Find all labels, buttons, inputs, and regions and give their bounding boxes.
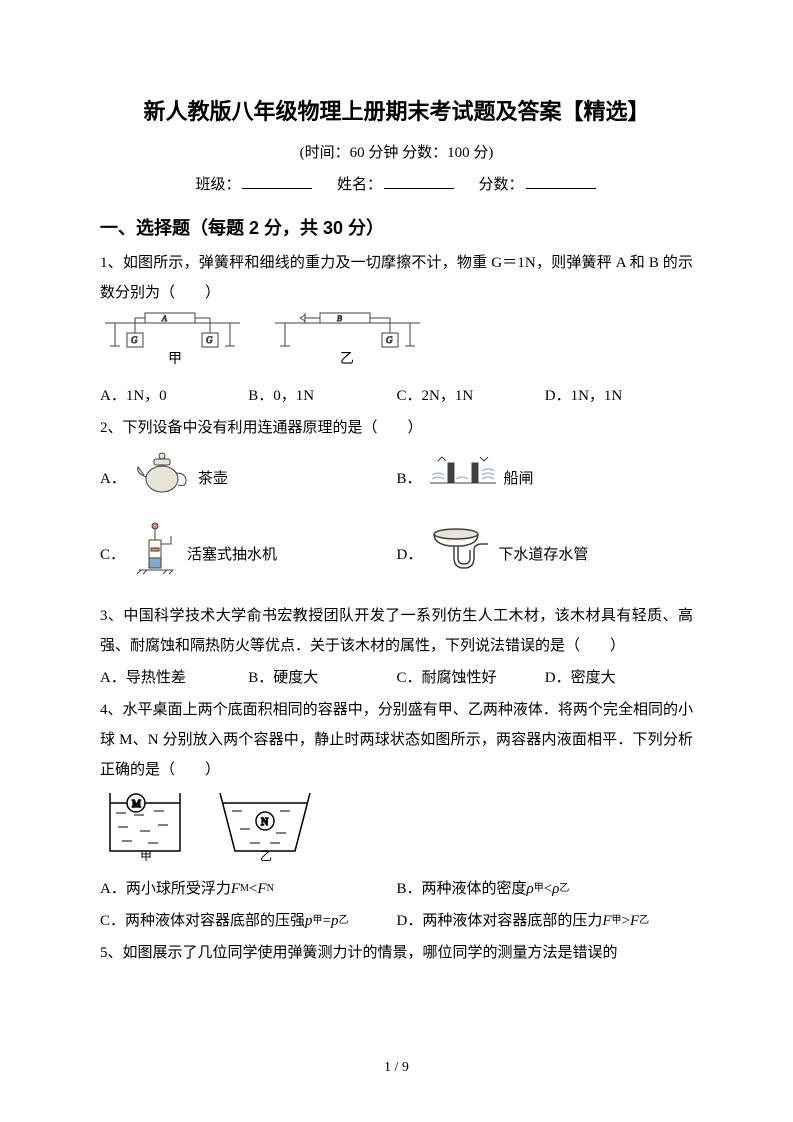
teapot-icon [132, 449, 192, 508]
q2-options-row1: A． 茶壶 B． 船闸 [100, 445, 693, 512]
q2-c-letter: C． [100, 540, 125, 570]
q1-figure: A G G B G [100, 308, 693, 379]
q2-d-label: 下水道存水管 [498, 540, 588, 570]
q3-opt-b: B．硬度大 [248, 663, 396, 693]
score-blank [526, 173, 596, 189]
svg-text:乙: 乙 [260, 849, 272, 861]
q2-a-letter: A． [100, 464, 126, 494]
piston-pump-icon [131, 522, 181, 587]
svg-text:G: G [386, 335, 393, 345]
q3-opt-a: A．导热性差 [100, 663, 248, 693]
svg-text:N: N [261, 817, 268, 828]
exam-page: 新人教版八年级物理上册期末考试题及答案【精选】 (时间：60 分钟 分数：100… [0, 0, 793, 1122]
q3-opt-d: D．密度大 [545, 663, 693, 693]
q3-text: 3、中国科学技术大学俞书宏教授团队开发了一系列仿生人工木材，该木材具有轻质、高强… [100, 601, 693, 661]
q1-opt-d: D．1N，1N [545, 381, 693, 411]
q2-options-row2: C． 活塞式抽水机 D． 下水道存水管 [100, 518, 693, 591]
q4-options-row1: A．两小球所受浮力 FM<FN B．两种液体的密度 ρ甲< ρ乙 [100, 874, 693, 904]
q2-c-label: 活塞式抽水机 [187, 540, 277, 570]
q4-options-row2: C．两种液体对容器底部的压强 p甲=p乙 D．两种液体对容器底部的压力 F甲>F… [100, 906, 693, 936]
q1-cap-1: 甲 [168, 352, 182, 367]
lock-gate-icon [428, 453, 498, 504]
page-subtitle: (时间：60 分钟 分数：100 分) [100, 138, 693, 168]
q2-opt-a: A． 茶壶 [100, 445, 397, 512]
section-1-header: 一、选择题（每题 2 分，共 30 分） [100, 210, 693, 246]
name-blank [384, 173, 454, 189]
class-label: 班级： [195, 177, 240, 193]
q4-figure: M N 甲 乙 [100, 785, 693, 872]
svg-text:A: A [161, 314, 167, 323]
q4-opt-c: C．两种液体对容器底部的压强 p甲=p乙 [100, 906, 397, 936]
page-footer: 1 / 9 [0, 1054, 793, 1082]
svg-text:甲: 甲 [140, 849, 152, 861]
q2-b-label: 船闸 [504, 464, 534, 494]
page-title: 新人教版八年级物理上册期末考试题及答案【精选】 [100, 90, 693, 134]
score-label: 分数： [479, 177, 524, 193]
q3-opt-c: C．耐腐蚀性好 [397, 663, 545, 693]
svg-text:G: G [131, 335, 138, 345]
q1-opt-a: A．1N，0 [100, 381, 248, 411]
q2-opt-c: C． 活塞式抽水机 [100, 518, 397, 591]
q1-text: 1、如图所示，弹簧秤和细线的重力及一切摩擦不计，物重 G＝1N，则弹簧秤 A 和… [100, 248, 693, 308]
q4-opt-b: B．两种液体的密度 ρ甲< ρ乙 [397, 874, 694, 904]
sink-trap-icon [428, 524, 492, 585]
q3-options: A．导热性差 B．硬度大 C．耐腐蚀性好 D．密度大 [100, 663, 693, 693]
q2-d-letter: D． [397, 540, 423, 570]
q4-text: 4、水平桌面上两个底面积相同的容器中，分别盛有甲、乙两种液体．将两个完全相同的小… [100, 695, 693, 785]
q2-b-letter: B． [397, 464, 422, 494]
info-row: 班级： 姓名： 分数： [100, 170, 693, 200]
q1-cap-2: 乙 [340, 351, 354, 367]
q4-opt-d: D．两种液体对容器底部的压力 F甲>F乙 [397, 906, 694, 936]
q1-opt-c: C．2N，1N [397, 381, 545, 411]
q1-options: A．1N，0 B．0，1N C．2N，1N D．1N，1N [100, 381, 693, 411]
q5-text: 5、如图展示了几位同学使用弹簧测力计的情景，哪位同学的测量方法是错误的 [100, 938, 693, 968]
svg-text:M: M [132, 799, 141, 810]
q4-opt-a: A．两小球所受浮力 FM<FN [100, 874, 397, 904]
q2-a-label: 茶壶 [198, 464, 228, 494]
q1-opt-b: B．0，1N [248, 381, 396, 411]
class-blank [242, 173, 312, 189]
q2-opt-d: D． 下水道存水管 [397, 520, 694, 589]
q2-opt-b: B． 船闸 [397, 449, 694, 508]
name-label: 姓名： [337, 177, 382, 193]
svg-text:G: G [206, 335, 213, 345]
q2-text: 2、下列设备中没有利用连通器原理的是（ ） [100, 413, 693, 443]
svg-text:B: B [337, 314, 342, 323]
